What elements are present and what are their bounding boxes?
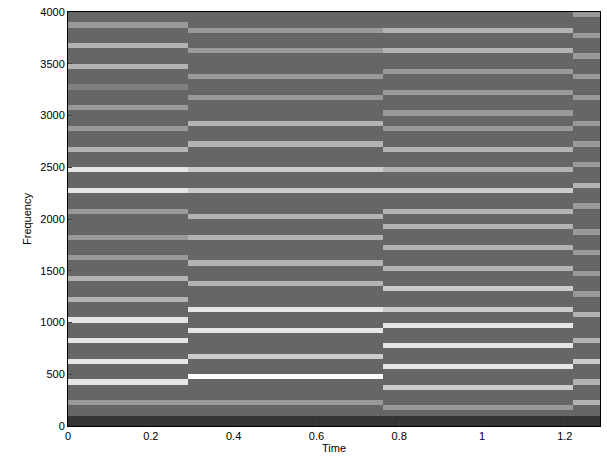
svg-text:2500: 2500 <box>40 161 64 173</box>
svg-text:3500: 3500 <box>40 58 64 70</box>
svg-text:Time: Time <box>322 442 346 454</box>
svg-text:1000: 1000 <box>40 316 64 328</box>
svg-text:2000: 2000 <box>40 213 64 225</box>
svg-text:0.8: 0.8 <box>392 430 407 442</box>
svg-text:1: 1 <box>479 430 485 442</box>
svg-text:1500: 1500 <box>40 265 64 277</box>
svg-text:0.4: 0.4 <box>226 430 241 442</box>
svg-text:3000: 3000 <box>40 109 64 121</box>
svg-text:0.2: 0.2 <box>143 430 158 442</box>
svg-text:0: 0 <box>65 430 71 442</box>
svg-text:0: 0 <box>59 420 65 432</box>
svg-text:1.2: 1.2 <box>557 430 572 442</box>
svg-text:Frequency: Frequency <box>21 193 33 245</box>
svg-text:0.6: 0.6 <box>309 430 324 442</box>
svg-text:4000: 4000 <box>40 6 64 18</box>
svg-text:500: 500 <box>46 368 64 380</box>
